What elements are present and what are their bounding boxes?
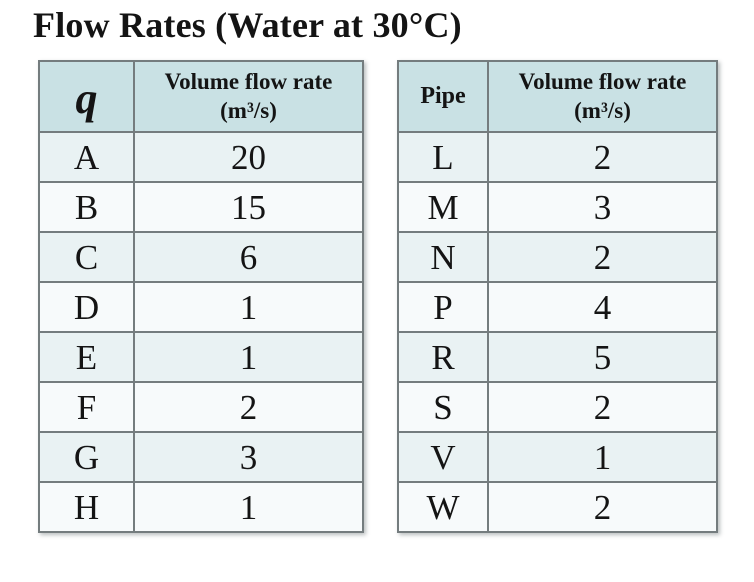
- pipe-label-cell: W: [397, 481, 489, 533]
- flow-value-cell: 1: [133, 281, 364, 333]
- flow-table-pipe-header: Pipe Volume flow rate (m³/s): [397, 60, 718, 133]
- flow-value-cell: 2: [487, 381, 718, 433]
- pipe-label-cell: A: [38, 131, 135, 183]
- pipe-label-cell: P: [397, 281, 489, 333]
- pipe-label-cell: D: [38, 281, 135, 333]
- q-column-header: q: [38, 60, 135, 133]
- flow-rate-column-header: Volume flow rate (m³/s): [133, 60, 364, 133]
- pipe-label-cell: G: [38, 431, 135, 483]
- flow-value-cell: 15: [133, 181, 364, 233]
- flow-value-cell: 4: [487, 281, 718, 333]
- flow-value-cell: 6: [133, 231, 364, 283]
- pipe-label-cell: B: [38, 181, 135, 233]
- pipe-label-cell: R: [397, 331, 489, 383]
- flow-value-cell: 1: [133, 481, 364, 533]
- tables-container: q Volume flow rate (m³/s) A 20 B 15 C 6: [38, 60, 718, 533]
- pipe-label-cell: S: [397, 381, 489, 433]
- table-row: D 1: [38, 281, 364, 333]
- pipe-column-header: Pipe: [397, 60, 489, 133]
- flow-value-cell: 5: [487, 331, 718, 383]
- flow-table-pipe: Pipe Volume flow rate (m³/s) L 2 M 3 N 2: [397, 60, 718, 533]
- table-row: E 1: [38, 331, 364, 383]
- flow-value-cell: 2: [487, 131, 718, 183]
- header-row: Pipe Volume flow rate (m³/s): [397, 60, 718, 133]
- flow-value-cell: 2: [133, 381, 364, 433]
- table-row: C 6: [38, 231, 364, 283]
- flow-rate-column-header: Volume flow rate (m³/s): [487, 60, 718, 133]
- table-row: N 2: [397, 231, 718, 283]
- flow-value-cell: 2: [487, 481, 718, 533]
- flow-value-cell: 1: [487, 431, 718, 483]
- flow-value-cell: 3: [133, 431, 364, 483]
- table-row: W 2: [397, 481, 718, 533]
- flow-value-cell: 3: [487, 181, 718, 233]
- table-row: P 4: [397, 281, 718, 333]
- page-title: Flow Rates (Water at 30°C): [33, 5, 462, 45]
- pipe-label-cell: L: [397, 131, 489, 183]
- table-row: F 2: [38, 381, 364, 433]
- header-row: q Volume flow rate (m³/s): [38, 60, 364, 133]
- flow-value-cell: 1: [133, 331, 364, 383]
- table-row: G 3: [38, 431, 364, 483]
- table-row: V 1: [397, 431, 718, 483]
- pipe-label-cell: C: [38, 231, 135, 283]
- table-row: A 20: [38, 131, 364, 183]
- flow-table-q: q Volume flow rate (m³/s) A 20 B 15 C 6: [38, 60, 364, 533]
- flow-value-cell: 20: [133, 131, 364, 183]
- pipe-label-cell: E: [38, 331, 135, 383]
- table-row: B 15: [38, 181, 364, 233]
- pipe-label-cell: M: [397, 181, 489, 233]
- flow-value-cell: 2: [487, 231, 718, 283]
- table-row: S 2: [397, 381, 718, 433]
- pipe-label-cell: H: [38, 481, 135, 533]
- pipe-label-cell: V: [397, 431, 489, 483]
- table-row: R 5: [397, 331, 718, 383]
- table-row: H 1: [38, 481, 364, 533]
- table-row: M 3: [397, 181, 718, 233]
- table-row: L 2: [397, 131, 718, 183]
- flow-table-q-header: q Volume flow rate (m³/s): [38, 60, 364, 133]
- pipe-label-cell: F: [38, 381, 135, 433]
- flow-table-pipe-body: L 2 M 3 N 2 P 4 R 5: [397, 131, 718, 533]
- pipe-label-cell: N: [397, 231, 489, 283]
- flow-table-q-body: A 20 B 15 C 6 D 1 E 1: [38, 131, 364, 533]
